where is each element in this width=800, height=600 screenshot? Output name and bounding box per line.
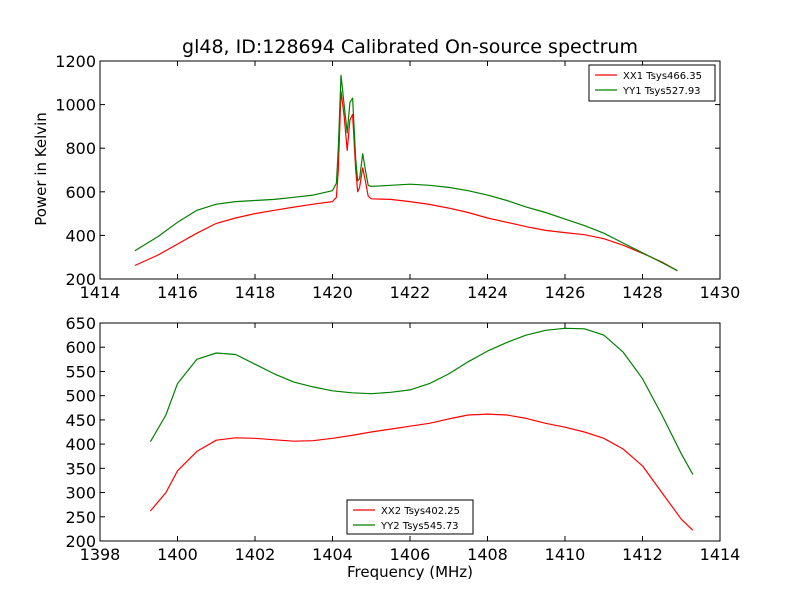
- top-plot-panel: 1414 1416 1418 1420 1422 1424 1426 1428 1430 200 4…: [55, 52, 740, 302]
- legend-box: [346, 499, 474, 535]
- series-line-yy1: [134, 74, 678, 272]
- y-tick-label: 200: [65, 270, 96, 289]
- legend-label: XX2 Tsys402.25: [381, 506, 460, 517]
- series-line-xx2: [149, 413, 694, 531]
- y-tick-label: 1200: [55, 52, 96, 71]
- x-tick-label: 1426: [545, 283, 586, 302]
- x-tick-label: 1414: [80, 283, 121, 302]
- y-tick-label: 400: [65, 226, 96, 245]
- x-tick-label: 1410: [545, 545, 586, 564]
- y-axis-label: Power in Kelvin: [32, 112, 50, 226]
- y-tick-label: 350: [65, 459, 96, 478]
- x-tick-label: 1400: [157, 545, 198, 564]
- legend-box: [588, 64, 716, 102]
- x-tick-label: 1430: [700, 283, 741, 302]
- y-tick-label: 200: [65, 532, 96, 551]
- x-tick-label: 1404: [312, 545, 353, 564]
- y-tick-label: 550: [65, 362, 96, 381]
- x-tick-label: 1414: [700, 545, 741, 564]
- x-tick-label: 1412: [622, 545, 663, 564]
- bottom-plot-panel: 1398 1400 1402 1404 1406 1408 1410 1412 1414 200 2…: [65, 314, 740, 564]
- y-tick-label: 800: [65, 139, 96, 158]
- legend: XX1 Tsys466.35 YY1 Tsys527.93: [588, 64, 716, 102]
- y-tick-label: 400: [65, 435, 96, 454]
- x-tick-label: 1408: [467, 545, 508, 564]
- legend-label: YY2 Tsys545.73: [380, 521, 459, 532]
- y-tick-label: 650: [65, 314, 96, 333]
- y-tick-label: 300: [65, 484, 96, 503]
- x-tick-label: 1398: [80, 545, 121, 564]
- series-line-yy2: [149, 327, 694, 475]
- x-tick-label: 1418: [235, 283, 276, 302]
- y-tick-label: 450: [65, 411, 96, 430]
- x-tick-label: 1416: [157, 283, 198, 302]
- y-tick-label: 600: [65, 338, 96, 357]
- x-tick-label: 1428: [622, 283, 663, 302]
- x-axis-label: Frequency (MHz): [347, 563, 473, 581]
- x-tick-label: 1420: [312, 283, 353, 302]
- y-tick-label: 500: [65, 387, 96, 406]
- y-tick-label: 600: [65, 183, 96, 202]
- x-tick-label: 1402: [235, 545, 276, 564]
- x-tick-label: 1406: [390, 545, 431, 564]
- series-line-xx1: [134, 90, 678, 272]
- legend-label: YY1 Tsys527.93: [622, 86, 701, 97]
- legend: XX2 Tsys402.25 YY2 Tsys545.73: [346, 499, 474, 535]
- legend-label: XX1 Tsys466.35: [623, 71, 702, 82]
- y-tick-label: 1000: [55, 96, 96, 115]
- chart-title: gl48, ID:128694 Calibrated On-source spe…: [182, 36, 638, 58]
- x-tick-label: 1424: [467, 283, 508, 302]
- x-tick-label: 1422: [390, 283, 431, 302]
- y-tick-label: 250: [65, 508, 96, 527]
